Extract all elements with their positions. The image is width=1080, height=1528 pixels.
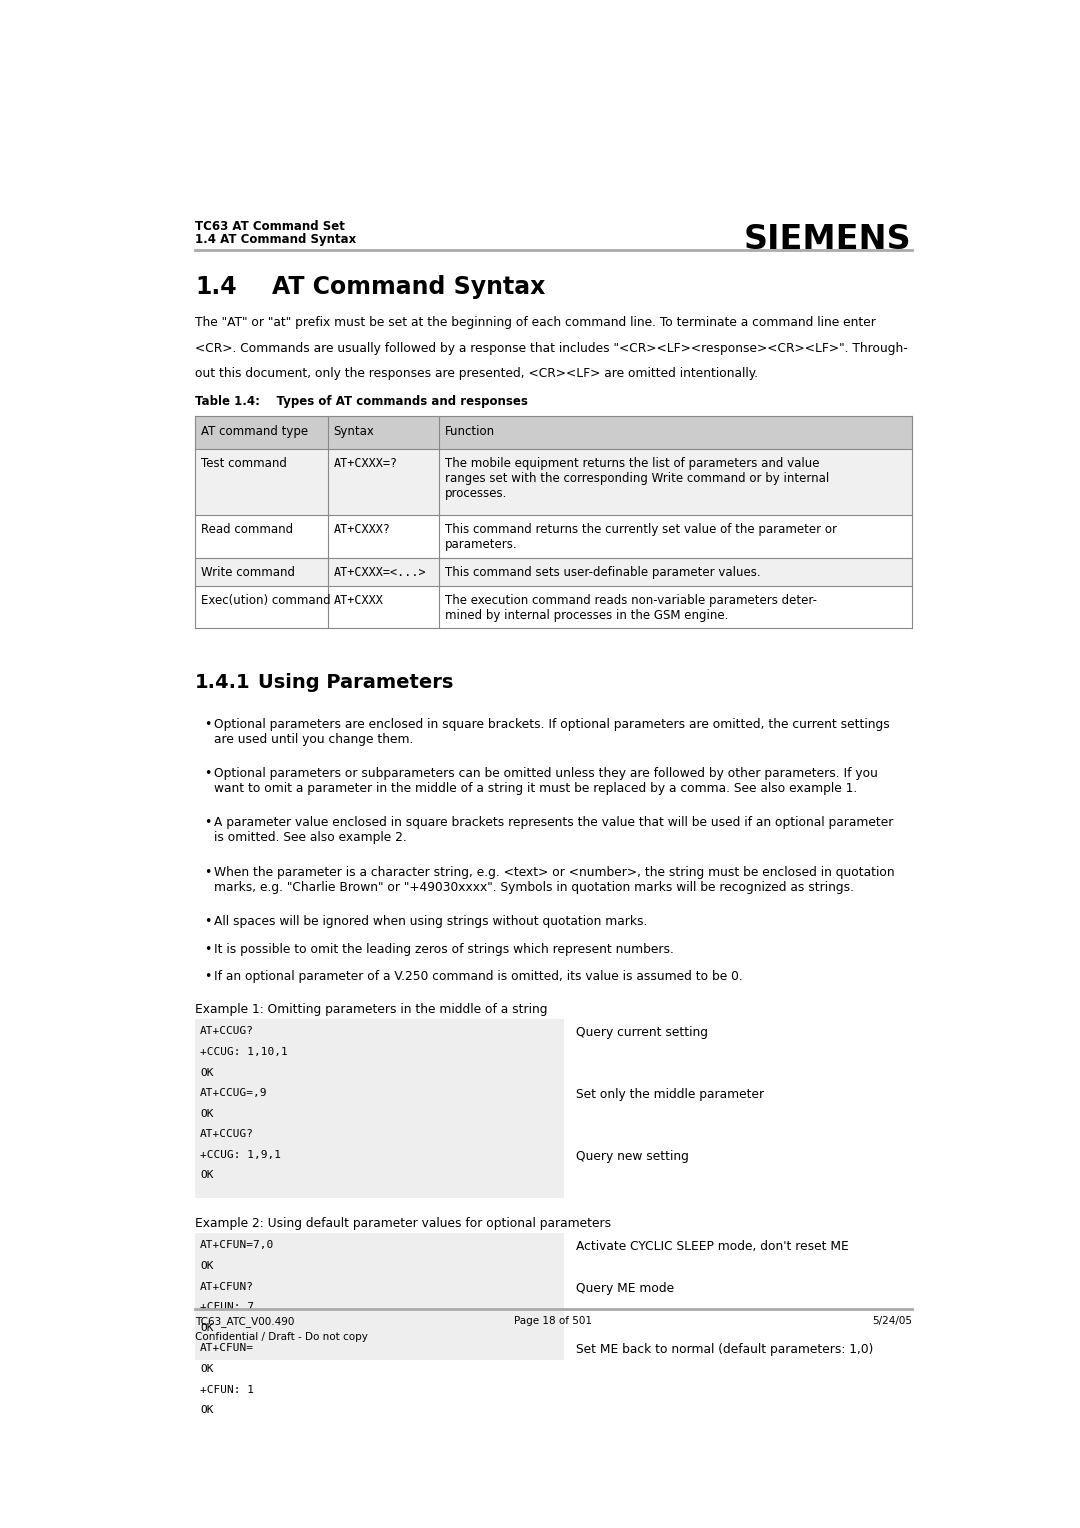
Text: Confidential / Draft - Do not copy: Confidential / Draft - Do not copy	[195, 1332, 368, 1342]
Text: +CFUN: 1: +CFUN: 1	[200, 1384, 254, 1395]
Bar	[195, 558, 912, 585]
Text: 1.4: 1.4	[195, 275, 237, 299]
Text: AT+CXXX=?: AT+CXXX=?	[334, 457, 397, 471]
Text: This command returns the currently set value of the parameter or
parameters.: This command returns the currently set v…	[445, 524, 837, 552]
Text: Read command: Read command	[201, 524, 294, 536]
Text: Activate CYCLIC SLEEP mode, don't reset ME: Activate CYCLIC SLEEP mode, don't reset …	[576, 1241, 849, 1253]
Text: A parameter value enclosed in square brackets represents the value that will be : A parameter value enclosed in square bra…	[214, 816, 893, 845]
Text: The mobile equipment returns the list of parameters and value
ranges set with th: The mobile equipment returns the list of…	[445, 457, 829, 501]
Text: AT+CCUG?: AT+CCUG?	[200, 1129, 254, 1140]
Text: Example 2: Using default parameter values for optional parameters: Example 2: Using default parameter value…	[195, 1216, 611, 1230]
Text: If an optional parameter of a V.250 command is omitted, its value is assumed to : If an optional parameter of a V.250 comm…	[214, 970, 742, 984]
Text: Query current setting: Query current setting	[576, 1027, 708, 1039]
Text: AT+CFUN=: AT+CFUN=	[200, 1343, 254, 1354]
Text: AT+CCUG?: AT+CCUG?	[200, 1027, 254, 1036]
Bar	[195, 1233, 564, 1433]
Text: Query ME mode: Query ME mode	[576, 1282, 674, 1294]
Text: It is possible to omit the leading zeros of strings which represent numbers.: It is possible to omit the leading zeros…	[214, 943, 674, 957]
Text: Test command: Test command	[201, 457, 287, 471]
Text: Query new setting: Query new setting	[576, 1151, 689, 1163]
Text: AT+CXXX: AT+CXXX	[334, 594, 383, 607]
Text: OK: OK	[200, 1068, 214, 1077]
Text: This command sets user-definable parameter values.: This command sets user-definable paramet…	[445, 565, 760, 579]
Text: Syntax: Syntax	[334, 425, 375, 437]
Text: +CCUG: 1,9,1: +CCUG: 1,9,1	[200, 1151, 281, 1160]
Text: AT+CXXX=<...>: AT+CXXX=<...>	[334, 565, 427, 579]
Text: Table 1.4:    Types of AT commands and responses: Table 1.4: Types of AT commands and resp…	[195, 396, 528, 408]
Text: Page 18 of 501: Page 18 of 501	[514, 1317, 593, 1326]
Bar	[195, 416, 912, 449]
Text: •: •	[204, 915, 211, 927]
Text: Example 1: Omitting parameters in the middle of a string: Example 1: Omitting parameters in the mi…	[195, 1002, 548, 1016]
Text: •: •	[204, 816, 211, 830]
Text: 5/24/05: 5/24/05	[872, 1317, 912, 1326]
Text: The execution command reads non-variable parameters deter-
mined by internal pro: The execution command reads non-variable…	[445, 594, 816, 622]
Text: 1.4.1: 1.4.1	[195, 672, 251, 692]
Text: •: •	[204, 866, 211, 879]
Text: AT+CFUN?: AT+CFUN?	[200, 1282, 254, 1291]
Bar	[195, 1019, 564, 1198]
Text: AT command type: AT command type	[201, 425, 308, 437]
Text: Optional parameters are enclosed in square brackets. If optional parameters are : Optional parameters are enclosed in squa…	[214, 718, 890, 746]
Text: Set ME back to normal (default parameters: 1,0): Set ME back to normal (default parameter…	[576, 1343, 874, 1357]
Text: SIEMENS: SIEMENS	[744, 223, 912, 257]
Text: Function: Function	[445, 425, 495, 437]
Bar	[195, 449, 912, 515]
Bar	[195, 585, 912, 628]
Text: Using Parameters: Using Parameters	[258, 672, 454, 692]
Text: The "AT" or "at" prefix must be set at the beginning of each command line. To te: The "AT" or "at" prefix must be set at t…	[195, 316, 876, 330]
Text: AT Command Syntax: AT Command Syntax	[272, 275, 545, 299]
Text: •: •	[204, 767, 211, 779]
Text: OK: OK	[200, 1261, 214, 1271]
Text: Write command: Write command	[201, 565, 295, 579]
Text: TC63_ATC_V00.490: TC63_ATC_V00.490	[195, 1317, 295, 1328]
Text: out this document, only the responses are presented, <CR><LF> are omitted intent: out this document, only the responses ar…	[195, 367, 758, 380]
Text: Set only the middle parameter: Set only the middle parameter	[576, 1088, 765, 1102]
Text: When the parameter is a character string, e.g. <text> or <number>, the string mu: When the parameter is a character string…	[214, 866, 894, 894]
Bar	[195, 515, 912, 558]
Text: OK: OK	[200, 1406, 214, 1415]
Text: +CCUG: 1,10,1: +CCUG: 1,10,1	[200, 1047, 288, 1057]
Text: •: •	[204, 718, 211, 730]
Text: OK: OK	[200, 1365, 214, 1374]
Text: All spaces will be ignored when using strings without quotation marks.: All spaces will be ignored when using st…	[214, 915, 647, 927]
Text: +CFUN: 7: +CFUN: 7	[200, 1302, 254, 1313]
Text: OK: OK	[200, 1323, 214, 1332]
Text: •: •	[204, 970, 211, 984]
Text: Exec(ution) command: Exec(ution) command	[201, 594, 330, 607]
Text: AT+CFUN=7,0: AT+CFUN=7,0	[200, 1241, 274, 1250]
Text: •: •	[204, 943, 211, 957]
Text: AT+CXXX?: AT+CXXX?	[334, 524, 391, 536]
Text: OK: OK	[200, 1170, 214, 1181]
Text: OK: OK	[200, 1109, 214, 1118]
Text: TC63 AT Command Set: TC63 AT Command Set	[195, 220, 346, 232]
Text: AT+CCUG=,9: AT+CCUG=,9	[200, 1088, 268, 1099]
Text: <CR>. Commands are usually followed by a response that includes "<CR><LF><respon: <CR>. Commands are usually followed by a…	[195, 342, 908, 354]
Text: Optional parameters or subparameters can be omitted unless they are followed by : Optional parameters or subparameters can…	[214, 767, 878, 795]
Text: 1.4 AT Command Syntax: 1.4 AT Command Syntax	[195, 232, 356, 246]
